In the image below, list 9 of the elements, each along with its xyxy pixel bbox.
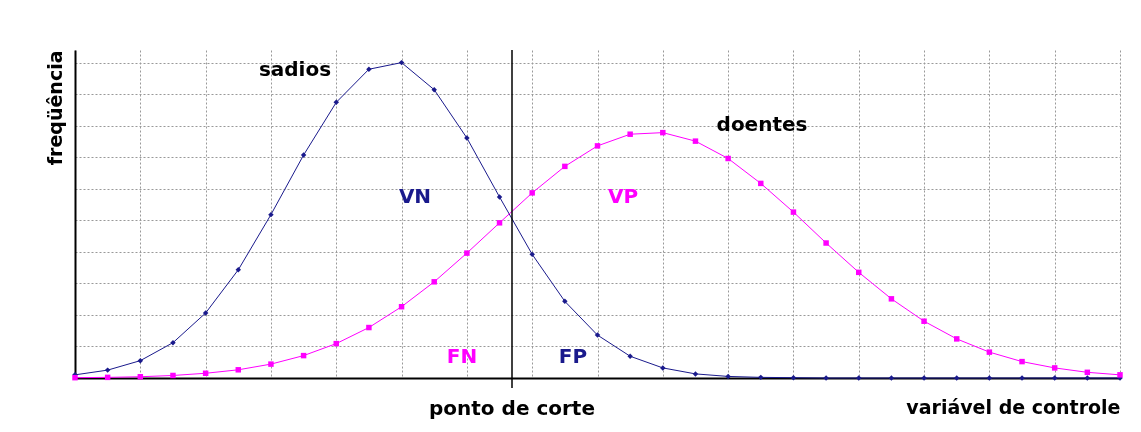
x-axis-title: variável de controle [906, 395, 1121, 418]
annotation: doentes [716, 112, 808, 136]
annotation: VP [607, 184, 639, 208]
text: ponto de corte [429, 396, 595, 420]
annotation: VN [398, 184, 432, 208]
annotation: FP [558, 344, 588, 368]
y-axis-title: freqüência [43, 50, 66, 166]
annotation: FN [446, 344, 478, 368]
annotation: sadios [258, 57, 332, 81]
